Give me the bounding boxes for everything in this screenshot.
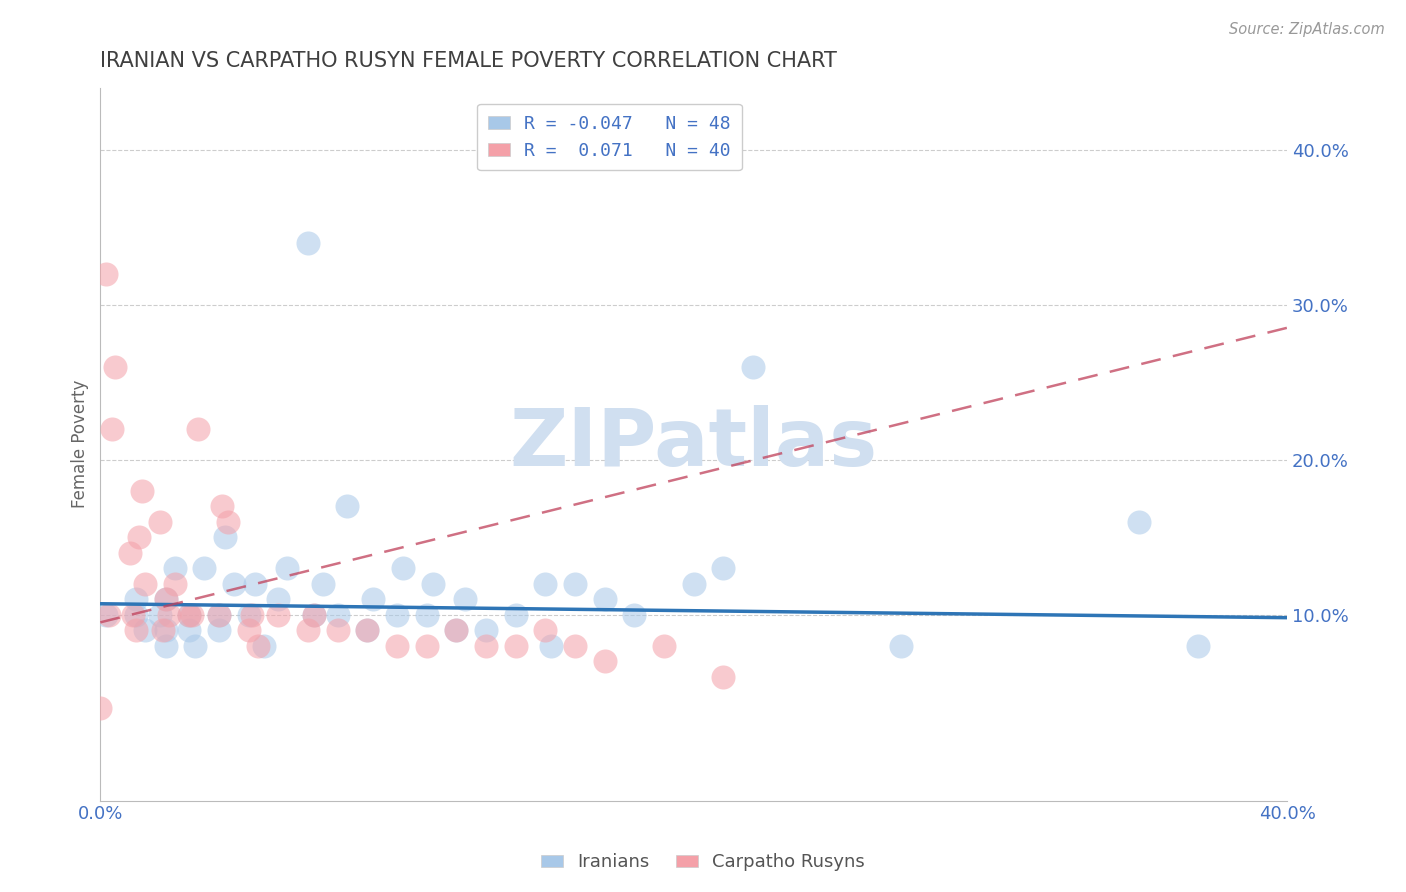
Point — [356, 623, 378, 637]
Point — [155, 639, 177, 653]
Point — [252, 639, 274, 653]
Text: Source: ZipAtlas.com: Source: ZipAtlas.com — [1229, 22, 1385, 37]
Point — [415, 639, 437, 653]
Legend: R = -0.047   N = 48, R =  0.071   N = 40: R = -0.047 N = 48, R = 0.071 N = 40 — [477, 103, 742, 170]
Point — [1187, 639, 1209, 653]
Point — [208, 623, 231, 637]
Point — [155, 623, 177, 637]
Point — [682, 576, 704, 591]
Point — [122, 607, 145, 622]
Point — [89, 700, 111, 714]
Point — [356, 623, 378, 637]
Point — [415, 607, 437, 622]
Point — [211, 499, 233, 513]
Point — [163, 561, 186, 575]
Point — [534, 623, 557, 637]
Point — [187, 421, 209, 435]
Point — [297, 623, 319, 637]
Point — [208, 607, 231, 622]
Point — [179, 607, 201, 622]
Point — [243, 576, 266, 591]
Point — [302, 607, 325, 622]
Point — [302, 607, 325, 622]
Point — [208, 607, 231, 622]
Point — [564, 639, 586, 653]
Point — [276, 561, 298, 575]
Point — [152, 623, 174, 637]
Point — [475, 639, 498, 653]
Point — [193, 561, 215, 575]
Point — [155, 592, 177, 607]
Point — [104, 359, 127, 374]
Point — [131, 483, 153, 498]
Point — [392, 561, 415, 575]
Point — [157, 607, 180, 622]
Point — [534, 576, 557, 591]
Point — [184, 639, 207, 653]
Point — [118, 545, 141, 559]
Point — [96, 607, 118, 622]
Point — [742, 359, 765, 374]
Point — [1128, 515, 1150, 529]
Point — [128, 530, 150, 544]
Point — [297, 235, 319, 250]
Text: ZIPatlas: ZIPatlas — [509, 405, 877, 483]
Point — [98, 607, 121, 622]
Point — [125, 592, 148, 607]
Point — [593, 592, 616, 607]
Point — [593, 654, 616, 668]
Point — [267, 607, 290, 622]
Point — [540, 639, 562, 653]
Point — [336, 499, 359, 513]
Point — [385, 607, 408, 622]
Legend: Iranians, Carpatho Rusyns: Iranians, Carpatho Rusyns — [534, 847, 872, 879]
Point — [890, 639, 912, 653]
Point — [363, 592, 385, 607]
Point — [446, 623, 468, 637]
Point — [475, 623, 498, 637]
Point — [240, 607, 263, 622]
Point — [214, 530, 236, 544]
Point — [267, 592, 290, 607]
Point — [179, 623, 201, 637]
Y-axis label: Female Poverty: Female Poverty — [72, 380, 89, 508]
Point — [326, 623, 349, 637]
Point — [385, 639, 408, 653]
Point — [652, 639, 675, 653]
Point — [134, 623, 156, 637]
Point — [155, 592, 177, 607]
Point — [217, 515, 239, 529]
Point — [446, 623, 468, 637]
Point — [505, 607, 527, 622]
Point — [125, 623, 148, 637]
Point — [454, 592, 477, 607]
Point — [422, 576, 444, 591]
Text: IRANIAN VS CARPATHO RUSYN FEMALE POVERTY CORRELATION CHART: IRANIAN VS CARPATHO RUSYN FEMALE POVERTY… — [100, 51, 837, 70]
Point — [149, 607, 172, 622]
Point — [181, 607, 204, 622]
Point — [312, 576, 335, 591]
Point — [238, 607, 260, 622]
Point — [711, 670, 734, 684]
Point — [505, 639, 527, 653]
Point — [179, 607, 201, 622]
Point — [222, 576, 245, 591]
Point — [623, 607, 645, 622]
Point — [149, 515, 172, 529]
Point — [564, 576, 586, 591]
Point — [246, 639, 269, 653]
Point — [326, 607, 349, 622]
Point — [238, 623, 260, 637]
Point — [163, 576, 186, 591]
Point — [134, 576, 156, 591]
Point — [125, 607, 148, 622]
Point — [96, 267, 118, 281]
Point — [711, 561, 734, 575]
Point — [101, 421, 124, 435]
